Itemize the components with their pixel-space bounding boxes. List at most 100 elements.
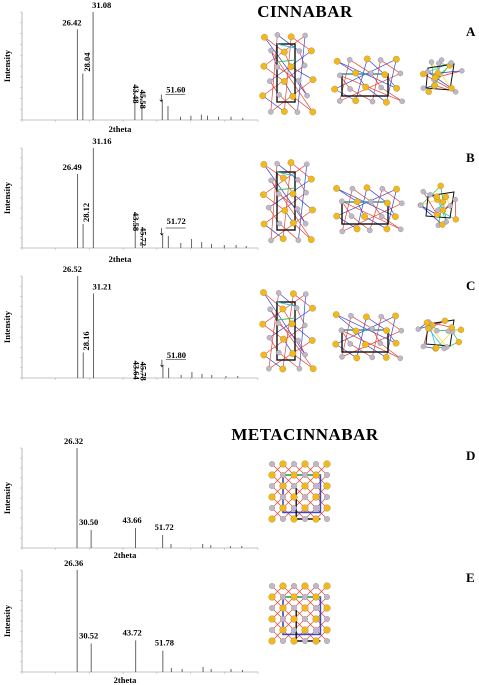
mercury-atom xyxy=(295,77,302,84)
sulfur-atom xyxy=(280,78,288,85)
sulfur-atom xyxy=(392,312,399,320)
mercury-atom xyxy=(265,204,272,211)
bond xyxy=(381,316,402,331)
mercury-atom xyxy=(368,70,374,77)
mercury-atom xyxy=(296,48,303,54)
sulfur-atom xyxy=(290,515,298,523)
peak-label-b-1: 28.12 xyxy=(81,203,91,222)
bond xyxy=(381,216,401,230)
sulfur-atom xyxy=(279,504,287,512)
sulfur-atom xyxy=(279,235,287,243)
sulfur-atom xyxy=(363,55,371,63)
mercury-atom xyxy=(276,92,282,98)
bond xyxy=(355,58,368,101)
mercury-atom xyxy=(369,98,376,105)
sulfur-atom xyxy=(323,482,331,490)
mercury-atom xyxy=(369,325,375,332)
mercury-atom xyxy=(313,583,319,589)
peak-label-d-2: 43.66 xyxy=(122,515,141,525)
bond xyxy=(431,61,452,89)
sulfur-atom xyxy=(279,604,287,612)
sulfur-atom xyxy=(312,637,320,645)
mercury-atom xyxy=(459,68,465,74)
structure-b-view-1 xyxy=(260,159,316,244)
sulfur-atom xyxy=(279,482,287,490)
peak-label-c-3: 43.64 xyxy=(131,361,141,381)
sulfur-atom xyxy=(392,213,399,220)
mercury-atom xyxy=(397,70,404,77)
bond xyxy=(279,223,299,241)
sulfur-atom xyxy=(301,626,309,634)
peak-label-b-5: 51.72 xyxy=(167,216,186,226)
sulfur-atom xyxy=(301,460,309,468)
bond xyxy=(382,188,403,204)
bond xyxy=(290,36,312,52)
mercury-atom xyxy=(303,189,309,196)
mercury-atom xyxy=(418,202,424,209)
bond xyxy=(422,191,438,215)
bond xyxy=(262,323,284,340)
sulfur-atom xyxy=(309,365,317,373)
sulfur-atom xyxy=(268,615,276,623)
mercury-atom xyxy=(280,594,286,600)
sulfur-atom xyxy=(353,354,361,362)
bond xyxy=(420,204,443,225)
mercury-atom xyxy=(294,206,301,212)
sulfur-atom xyxy=(433,193,441,200)
bond xyxy=(293,293,313,309)
peak-arrow xyxy=(159,228,164,236)
sulfur-atom xyxy=(323,626,331,634)
mercury-atom xyxy=(347,341,353,347)
sulfur-atom xyxy=(287,63,295,71)
bond xyxy=(350,315,373,330)
mercury-atom xyxy=(367,227,373,234)
mercury-atom xyxy=(295,237,302,243)
sulfur-atom xyxy=(308,337,316,344)
mercury-atom xyxy=(268,47,274,54)
sulfur-atom xyxy=(289,350,297,357)
bond xyxy=(263,164,284,179)
peak-label-b-2: 31.16 xyxy=(92,136,111,146)
mercury-atom xyxy=(348,313,354,319)
sulfur-atom xyxy=(383,98,390,106)
sulfur-atom xyxy=(290,471,298,479)
sulfur-atom xyxy=(333,57,341,65)
sulfur-atom xyxy=(287,159,295,166)
bond xyxy=(365,86,387,103)
sulfur-atom xyxy=(281,207,289,214)
sulfur-atom xyxy=(280,174,287,182)
sulfur-atom xyxy=(260,191,267,198)
sulfur-atom xyxy=(260,289,267,296)
bond xyxy=(263,292,284,310)
mercury-atom xyxy=(349,185,356,192)
sulfur-atom xyxy=(280,335,287,343)
mercury-atom xyxy=(275,320,281,326)
bond xyxy=(366,58,386,75)
mercury-atom xyxy=(428,59,435,65)
sulfur-atom xyxy=(352,97,360,104)
sulfur-atom xyxy=(279,626,287,634)
unit-cell xyxy=(276,43,296,103)
mercury-atom xyxy=(324,494,330,500)
bond xyxy=(349,88,373,102)
bond xyxy=(427,71,452,89)
mercury-atom xyxy=(269,483,275,489)
mercury-atom xyxy=(436,60,442,66)
mercury-atom xyxy=(324,616,330,622)
bond xyxy=(352,188,372,202)
mercury-atom xyxy=(302,516,308,522)
mercury-atom xyxy=(453,89,459,95)
bond xyxy=(336,314,397,344)
sulfur-atom xyxy=(259,320,267,328)
bond xyxy=(336,215,358,230)
peak-arrow xyxy=(160,359,164,368)
y-axis-title: Intensity xyxy=(2,481,12,514)
sulfur-atom xyxy=(352,327,360,335)
bond xyxy=(282,293,294,370)
peak-label-d-3: 51.72 xyxy=(155,522,174,532)
mercury-atom xyxy=(339,198,345,204)
bond xyxy=(276,301,296,307)
bond xyxy=(276,187,296,191)
